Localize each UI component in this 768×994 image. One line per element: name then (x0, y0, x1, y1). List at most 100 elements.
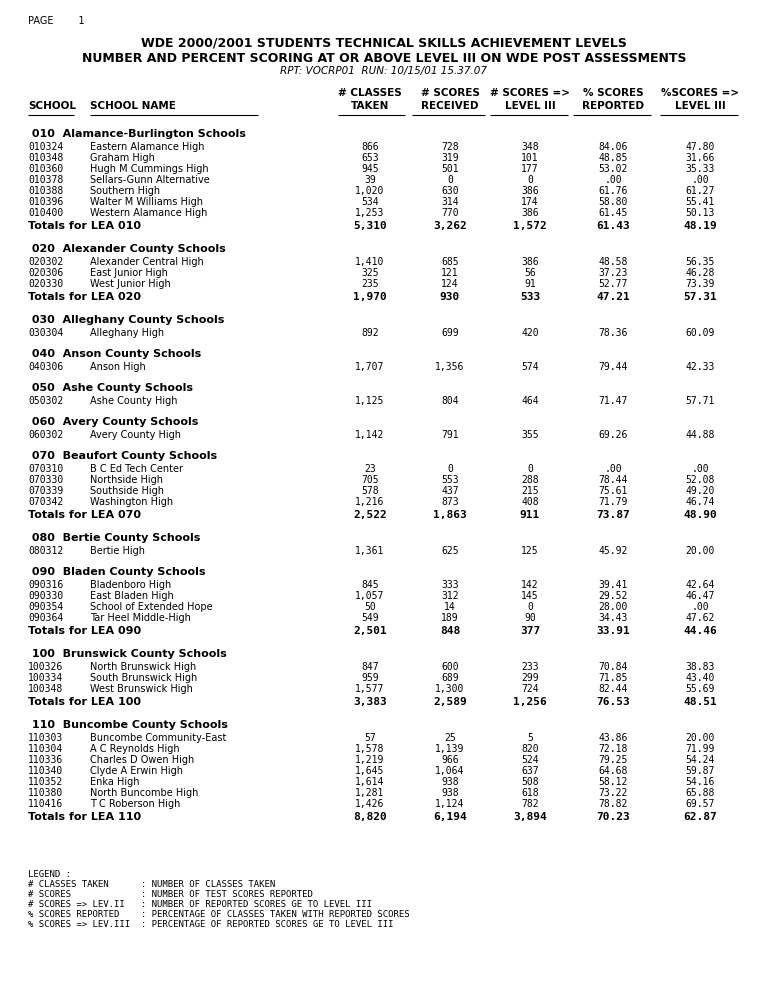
Text: Tar Heel Middle-High: Tar Heel Middle-High (90, 613, 191, 623)
Text: South Brunswick High: South Brunswick High (90, 673, 197, 683)
Text: 121: 121 (441, 268, 458, 278)
Text: WDE 2000/2001 STUDENTS TECHNICAL SKILLS ACHIEVEMENT LEVELS: WDE 2000/2001 STUDENTS TECHNICAL SKILLS … (141, 36, 627, 49)
Text: # SCORES => LEV.II   : NUMBER OF REPORTED SCORES GE TO LEVEL III: # SCORES => LEV.II : NUMBER OF REPORTED … (28, 900, 372, 909)
Text: 020302: 020302 (28, 257, 63, 267)
Text: 040  Anson County Schools: 040 Anson County Schools (28, 349, 201, 359)
Text: Graham High: Graham High (90, 153, 155, 163)
Text: 50: 50 (364, 602, 376, 612)
Text: 724: 724 (521, 684, 539, 694)
Text: 804: 804 (441, 396, 458, 406)
Text: 44.88: 44.88 (685, 430, 715, 440)
Text: .00: .00 (604, 464, 622, 474)
Text: 70.84: 70.84 (598, 662, 627, 672)
Text: 1,020: 1,020 (356, 186, 385, 196)
Text: 48.58: 48.58 (598, 257, 627, 267)
Text: 070310: 070310 (28, 464, 63, 474)
Text: 1,142: 1,142 (356, 430, 385, 440)
Text: 070  Beaufort County Schools: 070 Beaufort County Schools (28, 451, 217, 461)
Text: Southern High: Southern High (90, 186, 160, 196)
Text: 1,356: 1,356 (435, 362, 465, 372)
Text: 010396: 010396 (28, 197, 63, 207)
Text: 3,262: 3,262 (433, 221, 467, 231)
Text: 44.46: 44.46 (683, 626, 717, 636)
Text: 090364: 090364 (28, 613, 63, 623)
Text: 728: 728 (441, 142, 458, 152)
Text: Bertie High: Bertie High (90, 546, 145, 556)
Text: % SCORES REPORTED    : PERCENTAGE OF CLASSES TAKEN WITH REPORTED SCORES: % SCORES REPORTED : PERCENTAGE OF CLASSE… (28, 910, 409, 919)
Text: 57.71: 57.71 (685, 396, 715, 406)
Text: 010  Alamance-Burlington Schools: 010 Alamance-Burlington Schools (28, 129, 246, 139)
Text: 408: 408 (521, 497, 539, 507)
Text: 090354: 090354 (28, 602, 63, 612)
Text: 34.43: 34.43 (598, 613, 627, 623)
Text: 945: 945 (361, 164, 379, 174)
Text: 1,139: 1,139 (435, 744, 465, 754)
Text: 20.00: 20.00 (685, 546, 715, 556)
Text: # CLASSES: # CLASSES (338, 88, 402, 98)
Text: 080  Bertie County Schools: 080 Bertie County Schools (28, 533, 200, 543)
Text: 770: 770 (441, 208, 458, 218)
Text: 31.66: 31.66 (685, 153, 715, 163)
Text: 1,970: 1,970 (353, 292, 387, 302)
Text: 28.00: 28.00 (598, 602, 627, 612)
Text: 386: 386 (521, 257, 539, 267)
Text: 1,577: 1,577 (356, 684, 385, 694)
Text: 1,614: 1,614 (356, 777, 385, 787)
Text: 45.92: 45.92 (598, 546, 627, 556)
Text: 892: 892 (361, 328, 379, 338)
Text: 78.36: 78.36 (598, 328, 627, 338)
Text: 030  Alleghany County Schools: 030 Alleghany County Schools (28, 315, 224, 325)
Text: East Bladen High: East Bladen High (90, 591, 174, 601)
Text: 845: 845 (361, 580, 379, 590)
Text: 84.06: 84.06 (598, 142, 627, 152)
Text: Totals for LEA 100: Totals for LEA 100 (28, 697, 141, 707)
Text: 71.79: 71.79 (598, 497, 627, 507)
Text: 1,124: 1,124 (435, 799, 465, 809)
Text: # SCORES             : NUMBER OF TEST SCORES REPORTED: # SCORES : NUMBER OF TEST SCORES REPORTE… (28, 890, 313, 899)
Text: West Brunswick High: West Brunswick High (90, 684, 193, 694)
Text: SCHOOL NAME: SCHOOL NAME (90, 101, 176, 111)
Text: 090330: 090330 (28, 591, 63, 601)
Text: 420: 420 (521, 328, 539, 338)
Text: 56: 56 (524, 268, 536, 278)
Text: Western Alamance High: Western Alamance High (90, 208, 207, 218)
Text: 553: 553 (441, 475, 458, 485)
Text: 61.27: 61.27 (685, 186, 715, 196)
Text: 78.44: 78.44 (598, 475, 627, 485)
Text: 37.23: 37.23 (598, 268, 627, 278)
Text: # CLASSES TAKEN      : NUMBER OF CLASSES TAKEN: # CLASSES TAKEN : NUMBER OF CLASSES TAKE… (28, 880, 275, 889)
Text: 5: 5 (527, 733, 533, 743)
Text: .00: .00 (691, 602, 709, 612)
Text: 50.13: 50.13 (685, 208, 715, 218)
Text: 911: 911 (520, 510, 540, 520)
Text: 48.19: 48.19 (683, 221, 717, 231)
Text: 110303: 110303 (28, 733, 63, 743)
Text: 866: 866 (361, 142, 379, 152)
Text: 25: 25 (444, 733, 456, 743)
Text: Sellars-Gunn Alternative: Sellars-Gunn Alternative (90, 175, 210, 185)
Text: 534: 534 (361, 197, 379, 207)
Text: 56.35: 56.35 (685, 257, 715, 267)
Text: 2,501: 2,501 (353, 626, 387, 636)
Text: 23: 23 (364, 464, 376, 474)
Text: 782: 782 (521, 799, 539, 809)
Text: Totals for LEA 070: Totals for LEA 070 (28, 510, 141, 520)
Text: 1,578: 1,578 (356, 744, 385, 754)
Text: 010388: 010388 (28, 186, 63, 196)
Text: 930: 930 (440, 292, 460, 302)
Text: B C Ed Tech Center: B C Ed Tech Center (90, 464, 183, 474)
Text: 3,894: 3,894 (513, 812, 547, 822)
Text: 020306: 020306 (28, 268, 63, 278)
Text: 59.87: 59.87 (685, 766, 715, 776)
Text: 60.09: 60.09 (685, 328, 715, 338)
Text: 060302: 060302 (28, 430, 63, 440)
Text: 050  Ashe County Schools: 050 Ashe County Schools (28, 383, 193, 393)
Text: REPORTED: REPORTED (582, 101, 644, 111)
Text: 070342: 070342 (28, 497, 63, 507)
Text: 100326: 100326 (28, 662, 63, 672)
Text: 2,522: 2,522 (353, 510, 387, 520)
Text: 653: 653 (361, 153, 379, 163)
Text: 618: 618 (521, 788, 539, 798)
Text: 1,064: 1,064 (435, 766, 465, 776)
Text: 46.28: 46.28 (685, 268, 715, 278)
